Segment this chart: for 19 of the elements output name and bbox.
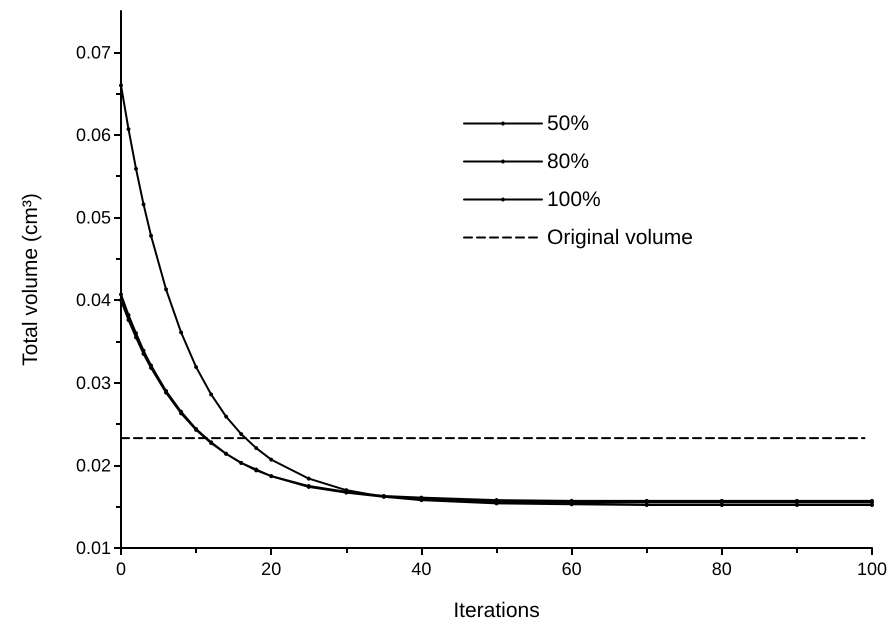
x-tick-label: 60	[562, 559, 582, 579]
x-tick-label: 20	[261, 559, 282, 579]
y-tick-label: 0.05	[76, 208, 111, 228]
y-tick-label: 0.03	[76, 372, 111, 393]
y-tick-label: 0.02	[76, 455, 111, 476]
x-tick-label: 100	[856, 559, 888, 579]
y-axis-title: Total volume (cm³)	[19, 193, 42, 366]
x-tick-label: 40	[411, 559, 432, 579]
y-tick-label: 0.06	[76, 124, 111, 145]
y-tick-label: 0.01	[76, 538, 111, 558]
legend-label: 50%	[547, 112, 590, 135]
x-axis-title: Iterations	[453, 599, 540, 622]
y-tick-label: 0.07	[76, 42, 111, 62]
x-tick-label: 0	[116, 559, 126, 579]
x-tick-label: 80	[712, 559, 732, 579]
legend-label: Original volume	[547, 226, 693, 249]
legend-label: 100%	[547, 188, 601, 211]
legend-label: 80%	[547, 150, 590, 173]
y-tick-label: 0.04	[76, 290, 111, 310]
